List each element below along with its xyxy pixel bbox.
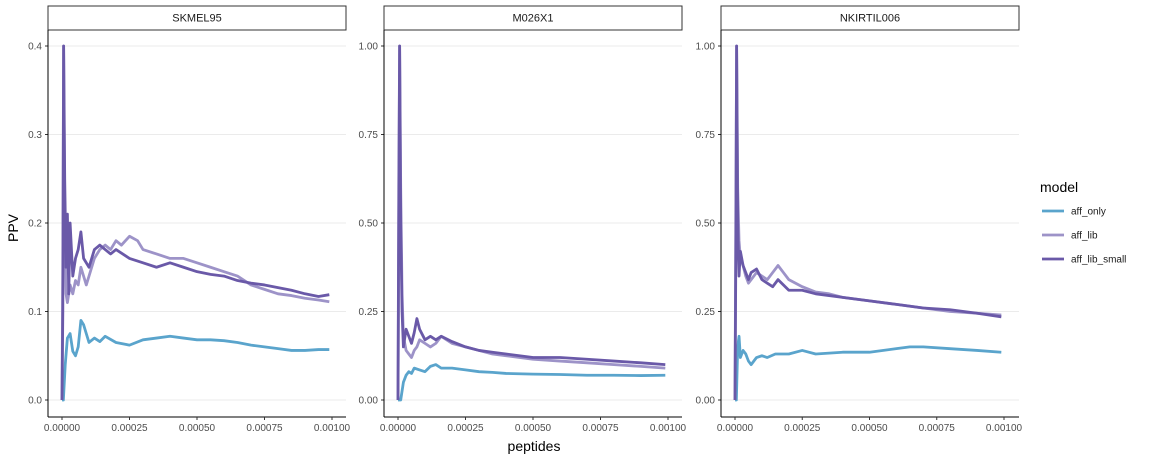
y-axis-title: PPV xyxy=(5,213,21,242)
y-tick-label: 0.50 xyxy=(359,219,379,230)
y-tick-label: 0.75 xyxy=(359,130,379,141)
x-tick-label: 0.00000 xyxy=(380,423,417,434)
legend-label: aff_lib xyxy=(1071,231,1098,242)
legend: model aff_only aff_lib aff_lib_small xyxy=(1040,179,1126,266)
series-line-aff-lib-small xyxy=(60,44,330,401)
x-tick-label: 0.00075 xyxy=(919,423,956,434)
x-tick-label: 0.00100 xyxy=(986,423,1023,434)
y-tick-label: 0.75 xyxy=(696,130,716,141)
facet-title: M026X1 xyxy=(513,13,554,25)
y-tick-label: 0.0 xyxy=(28,396,42,407)
facet-title: SKMEL95 xyxy=(172,13,222,25)
panel-skmel95: SKMEL95 0.0 0.1 0.2 0.3 0.4 0.00000 0.00025 0.00… xyxy=(28,5,351,434)
x-tick-label: 0.00000 xyxy=(717,423,754,434)
y-tick-label: 1.00 xyxy=(359,42,379,53)
facet-strip xyxy=(720,5,1020,31)
x-tick-label: 0.00025 xyxy=(784,423,821,434)
series-line-aff-only xyxy=(398,363,666,402)
y-tick-label: 1.00 xyxy=(696,42,716,53)
legend-label: aff_lib_small xyxy=(1071,255,1126,266)
legend-title: model xyxy=(1040,179,1078,195)
x-tick-label: 0.00050 xyxy=(179,423,216,434)
y-tick-label: 0.3 xyxy=(28,130,42,141)
chart-panels: SKMEL95 0.0 0.1 0.2 0.3 0.4 0.00000 0.00025 0.00… xyxy=(28,5,1023,434)
series-line-aff-only xyxy=(734,334,1002,402)
x-tick-label: 0.00025 xyxy=(111,423,148,434)
facet-strip xyxy=(47,5,347,31)
y-tick-label: 0.2 xyxy=(28,219,42,230)
y-tick-label: 0.25 xyxy=(696,307,716,318)
y-tick-label: 0.50 xyxy=(696,219,716,230)
panel-nkirtil006: NKIRTIL006 0.00 0.25 0.50 0.75 1.00 0.00000 0.0… xyxy=(696,5,1023,434)
facet-title: NKIRTIL006 xyxy=(840,13,900,25)
x-tick-label: 0.00025 xyxy=(447,423,484,434)
y-tick-label: 0.4 xyxy=(28,42,42,53)
y-tick-label: 0.1 xyxy=(28,307,42,318)
facet-strip xyxy=(383,5,683,31)
series-line-aff-lib-small xyxy=(396,44,666,401)
y-tick-label: 0.00 xyxy=(359,396,379,407)
x-axis-title: peptides xyxy=(508,438,561,454)
legend-label: aff_only xyxy=(1071,207,1106,218)
series-line-aff-lib-small xyxy=(733,44,1002,401)
x-tick-label: 0.00050 xyxy=(851,423,888,434)
x-tick-label: 0.00075 xyxy=(246,423,283,434)
panel-m026x1: M026X1 0.00 0.25 0.50 0.75 1.00 0.00000 0.00025… xyxy=(359,5,687,434)
x-tick-label: 0.00075 xyxy=(582,423,619,434)
x-tick-label: 0.00100 xyxy=(650,423,687,434)
x-tick-label: 0.00100 xyxy=(314,423,351,434)
x-tick-label: 0.00000 xyxy=(44,423,81,434)
series-line-aff-only xyxy=(61,318,330,402)
y-tick-label: 0.25 xyxy=(359,307,379,318)
x-tick-label: 0.00050 xyxy=(515,423,552,434)
y-tick-label: 0.00 xyxy=(696,396,716,407)
